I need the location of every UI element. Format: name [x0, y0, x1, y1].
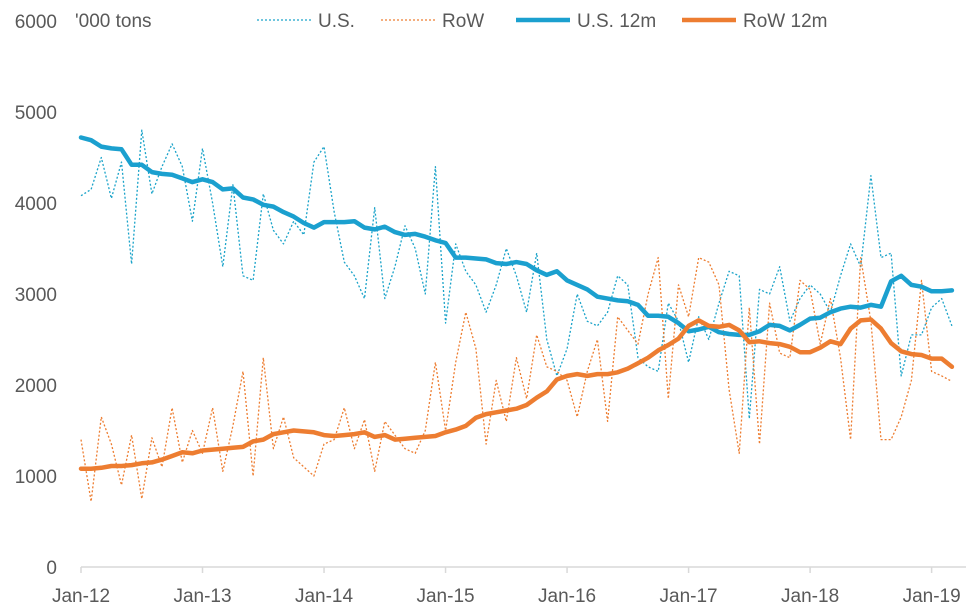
x-tick-label: Jan-17 — [660, 586, 718, 607]
y-tick-label: 4000 — [15, 194, 57, 215]
x-tick-label: Jan-14 — [295, 586, 354, 607]
legend-item: RoW 12m — [682, 11, 827, 32]
y-tick-label: 5000 — [15, 103, 57, 124]
x-tick-label: Jan-15 — [416, 586, 474, 607]
legend-item: RoW — [381, 11, 484, 32]
series-line-u-s — [80, 129, 953, 420]
y-tick-label: 2000 — [15, 376, 57, 397]
x-tick-label: Jan-12 — [52, 586, 110, 607]
x-tick-label: Jan-19 — [903, 586, 961, 607]
legend-label: RoW 12m — [743, 11, 827, 32]
y-tick-label: 0 — [46, 558, 57, 579]
y-axis: 0 1000 2000 3000 4000 5000 6000 — [15, 12, 57, 579]
x-tick-label: Jan-13 — [173, 586, 231, 607]
series-layer — [78, 129, 955, 503]
legend-label: U.S. 12m — [577, 11, 656, 32]
legend-item: U.S. 12m — [516, 11, 656, 32]
series-line-u-s-12m — [78, 135, 955, 338]
legend-label: RoW — [442, 11, 484, 32]
y-tick-label: 6000 — [15, 12, 57, 33]
legend-item: U.S. — [257, 11, 355, 32]
series-line-row-12m — [78, 317, 955, 471]
legend: U.S. RoW U.S. 12m RoW 12m — [257, 11, 827, 32]
y-tick-label: 1000 — [15, 467, 57, 488]
y-tick-label: 3000 — [15, 285, 57, 306]
x-tick-label: Jan-16 — [538, 586, 596, 607]
x-tick-label: Jan-18 — [781, 586, 839, 607]
series-line-row — [80, 256, 953, 503]
units-label: '000 tons — [75, 11, 152, 32]
x-axis: Jan-12 Jan-13 Jan-14 Jan-15 Jan-16 Jan-17 Jan-… — [52, 566, 966, 607]
legend-label: U.S. — [318, 11, 355, 32]
